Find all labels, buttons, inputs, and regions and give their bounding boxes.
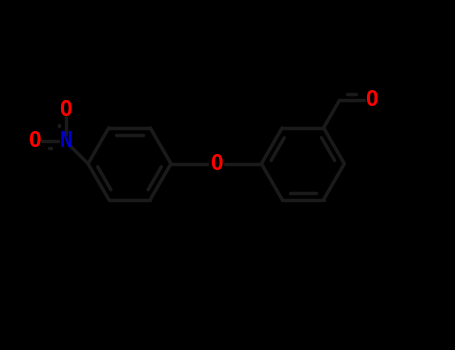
Text: O: O [28,131,40,151]
Text: O: O [210,154,222,174]
Text: O: O [59,100,72,120]
Text: N: N [59,131,72,151]
Text: O: O [365,90,377,110]
